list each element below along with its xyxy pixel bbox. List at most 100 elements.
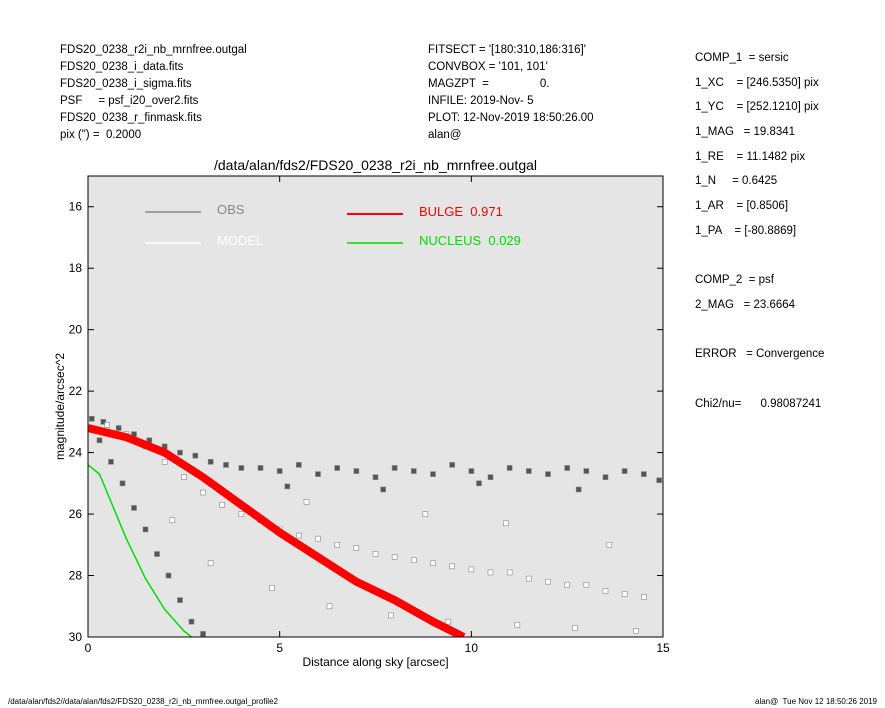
y-tick-label: 20 <box>69 323 83 337</box>
data-point <box>219 502 225 508</box>
data-point <box>296 532 302 539</box>
data-point <box>641 471 647 477</box>
data-point <box>372 551 379 557</box>
data-point <box>269 585 275 591</box>
chart-title: /data/alan/fds2/FDS20_0238_r2i_nb_mrnfre… <box>214 157 537 173</box>
data-point <box>583 581 590 588</box>
data-point <box>526 468 532 474</box>
data-point <box>422 511 429 517</box>
x-tick-label: 10 <box>465 641 479 655</box>
data-point <box>445 618 452 625</box>
header-left: FDS20_0238_r2i_nb_mrnfree.outgal FDS20_02… <box>60 42 247 144</box>
data-point <box>115 425 122 431</box>
header-line: FDS20_0238_r_finmask.fits <box>60 112 202 124</box>
header-line: COMP_1 = sersic <box>695 52 789 64</box>
header-line: FDS20_0238_r2i_nb_mrnfree.outgal <box>60 44 247 56</box>
data-point <box>96 437 103 444</box>
x-tick-label: 5 <box>276 641 283 655</box>
data-point <box>506 569 513 576</box>
data-point <box>430 471 436 477</box>
data-point <box>326 603 333 610</box>
plot-background <box>88 176 663 637</box>
data-point <box>621 468 628 474</box>
data-point <box>200 489 206 496</box>
x-tick-label: 0 <box>85 641 92 655</box>
data-point <box>315 535 321 542</box>
data-point <box>200 631 206 637</box>
legend-label: OBS <box>217 202 245 217</box>
data-point <box>564 465 570 471</box>
header-line: INFILE: 2019-Nov- 5 <box>428 95 534 107</box>
header-line: FDS20_0238_i_data.fits <box>60 61 184 73</box>
header-line: COMP_2 = psf <box>695 274 774 287</box>
data-point <box>391 465 398 471</box>
data-point <box>388 612 394 619</box>
data-point <box>188 618 195 625</box>
plot-area <box>88 415 662 637</box>
data-point <box>177 597 183 603</box>
data-point <box>181 474 187 480</box>
header-line: 1_PA = [-80.8869] <box>695 224 797 237</box>
header-line: ERROR = Convergence <box>695 348 825 361</box>
data-point <box>104 422 110 428</box>
data-point <box>296 462 302 468</box>
data-point <box>119 480 126 487</box>
y-tick-label: 26 <box>69 507 83 521</box>
y-tick-label: 16 <box>69 200 83 214</box>
header-line: FITSECT = '[180:310,186:316]' <box>428 44 586 56</box>
profile-line <box>88 464 192 637</box>
data-point <box>353 545 360 551</box>
data-point <box>468 566 475 573</box>
data-point <box>602 474 609 480</box>
data-point <box>391 554 398 560</box>
data-point <box>602 588 609 594</box>
data-point <box>572 624 578 631</box>
data-point <box>334 465 340 471</box>
data-point <box>238 511 245 517</box>
header-line: 1_XC = [246.5350] pix <box>695 76 819 89</box>
data-point <box>372 474 379 480</box>
header-middle: FITSECT = '[180:310,186:316]' CONVBOX = '… <box>428 42 594 144</box>
data-point <box>257 465 264 471</box>
legend-label: NUCLEUS 0.029 <box>419 233 521 248</box>
data-point <box>334 541 340 548</box>
data-point <box>169 517 176 524</box>
data-point <box>276 468 283 474</box>
data-point <box>468 468 475 474</box>
x-axis-label: Distance along sky [arcsec] <box>302 655 448 669</box>
data-point <box>303 498 310 505</box>
y-axis-label: magnitude/arcsec^2 <box>53 353 67 460</box>
data-point <box>606 541 613 548</box>
data-point <box>207 560 214 567</box>
data-point <box>165 572 172 579</box>
footer-right: alan@ Tue Nov 12 18:50:26 2019 <box>755 697 877 706</box>
legend-label: MODEL <box>217 233 263 248</box>
y-tick-label: 28 <box>69 569 83 583</box>
header-line: 1_N = 0.6425 <box>695 175 778 188</box>
data-point <box>545 578 551 585</box>
header-line: 2_MAG = 23.6664 <box>695 298 796 311</box>
header-line: MAGZPT = 0. <box>428 78 550 90</box>
data-point <box>583 468 590 474</box>
profile-line <box>88 424 466 637</box>
data-point <box>506 465 513 471</box>
data-point <box>449 462 455 468</box>
x-tick-label: 15 <box>656 641 670 655</box>
data-point <box>142 526 149 533</box>
header-line: 1_RE = 11.1482 pix <box>695 150 806 163</box>
y-tick-label: 30 <box>69 630 83 644</box>
header-line: pix (") = 0.2000 <box>60 129 142 141</box>
data-point <box>192 452 199 459</box>
legend-label: BULGE 0.971 <box>419 204 503 219</box>
header-line: 1_AR = [0.8506] <box>695 200 789 213</box>
data-point <box>284 483 291 490</box>
header-line: CONVBOX = '101, 101' <box>428 61 548 73</box>
header-line: FDS20_0238_i_sigma.fits <box>60 78 192 90</box>
data-point <box>161 459 168 465</box>
data-point <box>430 560 436 567</box>
data-point <box>564 581 570 588</box>
data-point <box>108 459 114 465</box>
data-point <box>380 486 386 493</box>
header-line: alan@ <box>428 129 462 141</box>
